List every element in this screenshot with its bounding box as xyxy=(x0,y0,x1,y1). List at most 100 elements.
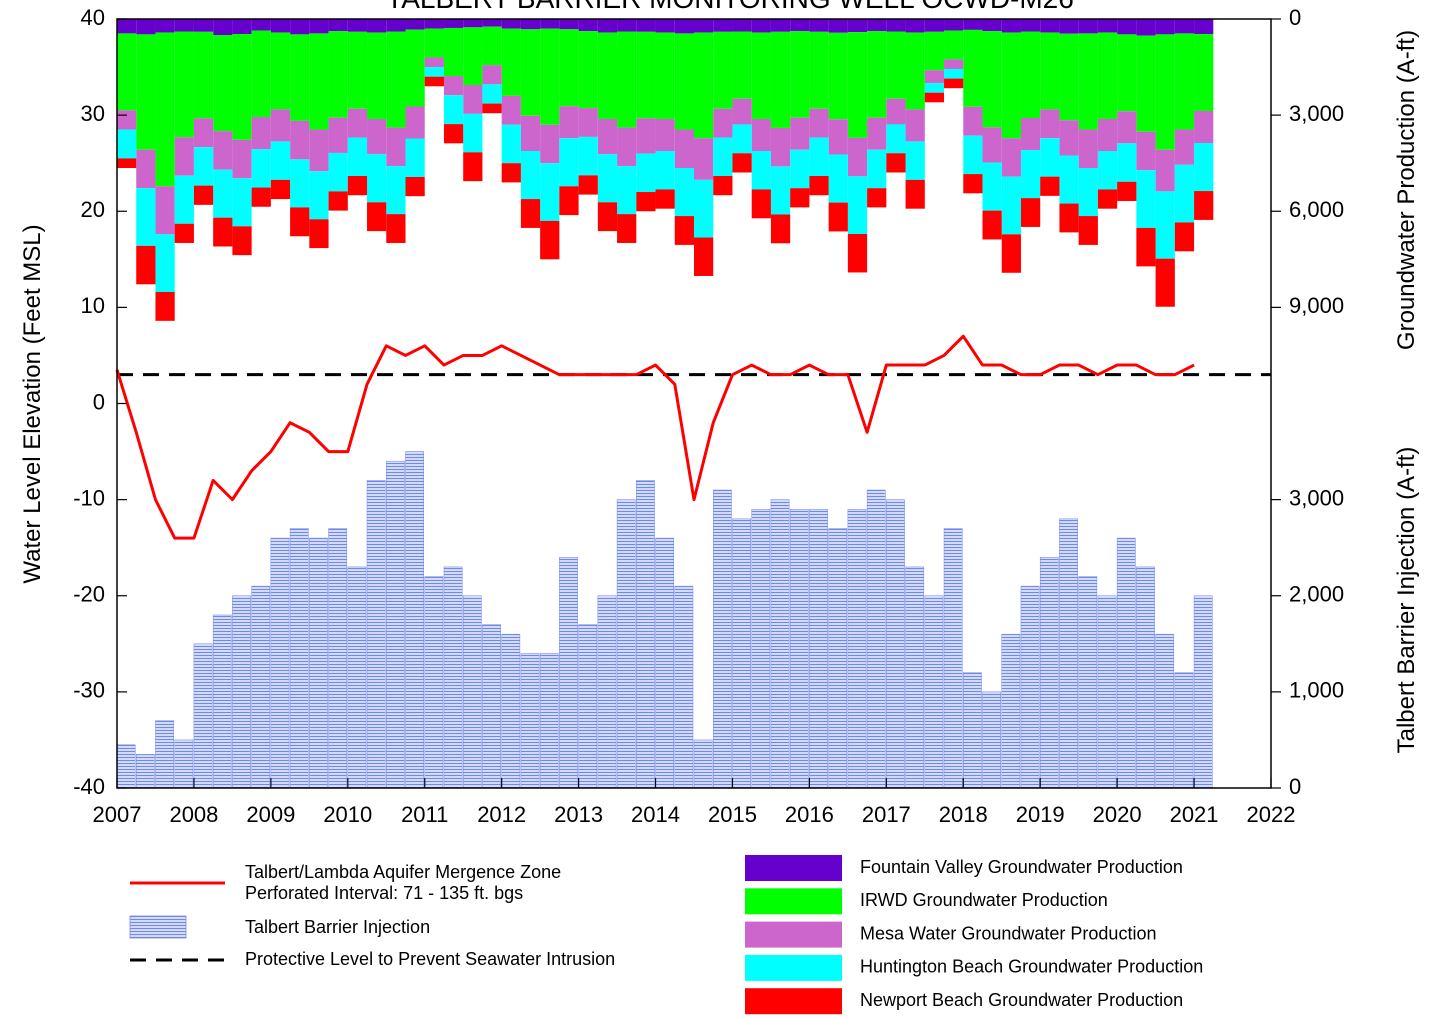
production-bar xyxy=(770,166,791,215)
production-bar xyxy=(1174,19,1195,34)
production-bar xyxy=(1097,189,1118,209)
production-bar xyxy=(405,106,425,139)
y3-tick-label: 3,000 xyxy=(1289,485,1344,510)
production-bar xyxy=(193,147,214,186)
production-bar xyxy=(1174,164,1195,223)
production-bar xyxy=(309,19,329,34)
production-bar xyxy=(636,153,656,193)
production-bar xyxy=(828,154,848,203)
production-bar xyxy=(232,226,252,256)
injection-bar xyxy=(655,537,675,789)
legend-swatch xyxy=(745,921,842,948)
production-bar xyxy=(386,19,406,32)
production-bar xyxy=(520,151,541,200)
production-bar xyxy=(982,31,1002,128)
legend-swatch xyxy=(745,888,842,915)
production-bar xyxy=(193,118,214,148)
production-bar xyxy=(617,31,637,128)
legend-swatch xyxy=(745,954,842,981)
production-bar xyxy=(674,216,694,245)
injection-bar xyxy=(174,739,194,789)
production-bar xyxy=(347,108,368,138)
production-bar xyxy=(886,153,906,173)
production-bar xyxy=(732,98,752,125)
injection-bar xyxy=(732,518,751,789)
production-bar xyxy=(790,149,810,189)
production-bar xyxy=(847,137,868,177)
production-bar xyxy=(1194,191,1214,220)
production-bar xyxy=(290,19,310,35)
injection-bar xyxy=(1155,633,1175,789)
production-bar xyxy=(117,110,137,130)
production-bar xyxy=(1040,19,1060,33)
y-tick-label: -40 xyxy=(73,774,105,799)
injection-bar xyxy=(674,585,694,789)
chart-title: TALBERT BARRIER MONITORING WELL OCWD-M26 xyxy=(386,0,1074,14)
production-bar xyxy=(617,166,637,215)
injection-bar xyxy=(1039,557,1059,789)
production-bar xyxy=(578,108,598,137)
production-bar xyxy=(405,176,425,197)
y3-axis-label: Talbert Barrier Injection (A-ft) xyxy=(1393,447,1420,754)
production-bar xyxy=(309,171,329,220)
production-bar xyxy=(136,149,156,189)
production-bar xyxy=(309,129,329,172)
production-bar xyxy=(790,31,810,118)
production-bar xyxy=(770,127,791,167)
production-bar xyxy=(251,117,271,150)
injection-bar xyxy=(328,528,348,789)
x-tick-label: 2013 xyxy=(554,802,603,827)
x-tick-label: 2019 xyxy=(1016,802,1065,827)
legend-swatch xyxy=(745,855,842,881)
production-bar xyxy=(1194,143,1214,192)
production-bar xyxy=(578,31,598,109)
production-bar xyxy=(770,19,791,32)
injection-bar xyxy=(924,595,944,789)
production-bar xyxy=(443,95,464,125)
production-bar xyxy=(347,176,368,196)
production-bar xyxy=(290,120,310,160)
production-bar xyxy=(270,109,291,142)
production-bar xyxy=(520,29,541,116)
production-bar xyxy=(232,34,252,140)
y2-tick-label: 3,000 xyxy=(1289,101,1344,126)
production-bar xyxy=(1040,109,1060,139)
production-bar xyxy=(809,137,829,177)
production-bar xyxy=(886,19,906,32)
production-bar xyxy=(1155,19,1175,35)
axes: 2007 2008 2009 2010 2011 2012 2013 2014 2015 2016… xyxy=(73,5,1344,827)
production-bar xyxy=(1078,19,1098,34)
production-bar xyxy=(1194,19,1214,35)
production-bar xyxy=(674,19,694,34)
production-bar xyxy=(501,95,521,125)
production-bar xyxy=(136,188,156,246)
production-bar xyxy=(501,28,521,96)
injection-bar xyxy=(193,643,213,789)
bars xyxy=(116,19,1214,789)
production-bar xyxy=(155,186,175,235)
production-bar xyxy=(386,214,406,243)
production-bar xyxy=(482,19,502,27)
production-bar xyxy=(828,119,848,155)
production-bar xyxy=(982,162,1002,211)
production-bar xyxy=(482,103,502,114)
production-bar xyxy=(405,29,425,107)
injection-bar xyxy=(1020,585,1040,789)
x-tick-label: 2015 xyxy=(708,802,757,827)
legend-label: Talbert Barrier Injection xyxy=(245,917,430,937)
production-bar xyxy=(944,30,964,60)
production-bar xyxy=(655,118,675,152)
injection-bar xyxy=(1174,672,1194,789)
y2-tick-label: 0 xyxy=(1289,5,1301,30)
production-bar xyxy=(501,19,521,29)
production-bar xyxy=(540,220,560,260)
injection-bar xyxy=(982,691,1001,789)
production-bar xyxy=(367,32,387,119)
production-bar xyxy=(540,163,560,221)
production-bar xyxy=(520,115,541,152)
production-bar xyxy=(847,32,868,138)
production-bar xyxy=(905,179,925,209)
x-tick-label: 2018 xyxy=(939,802,988,827)
production-bar xyxy=(1155,34,1175,150)
